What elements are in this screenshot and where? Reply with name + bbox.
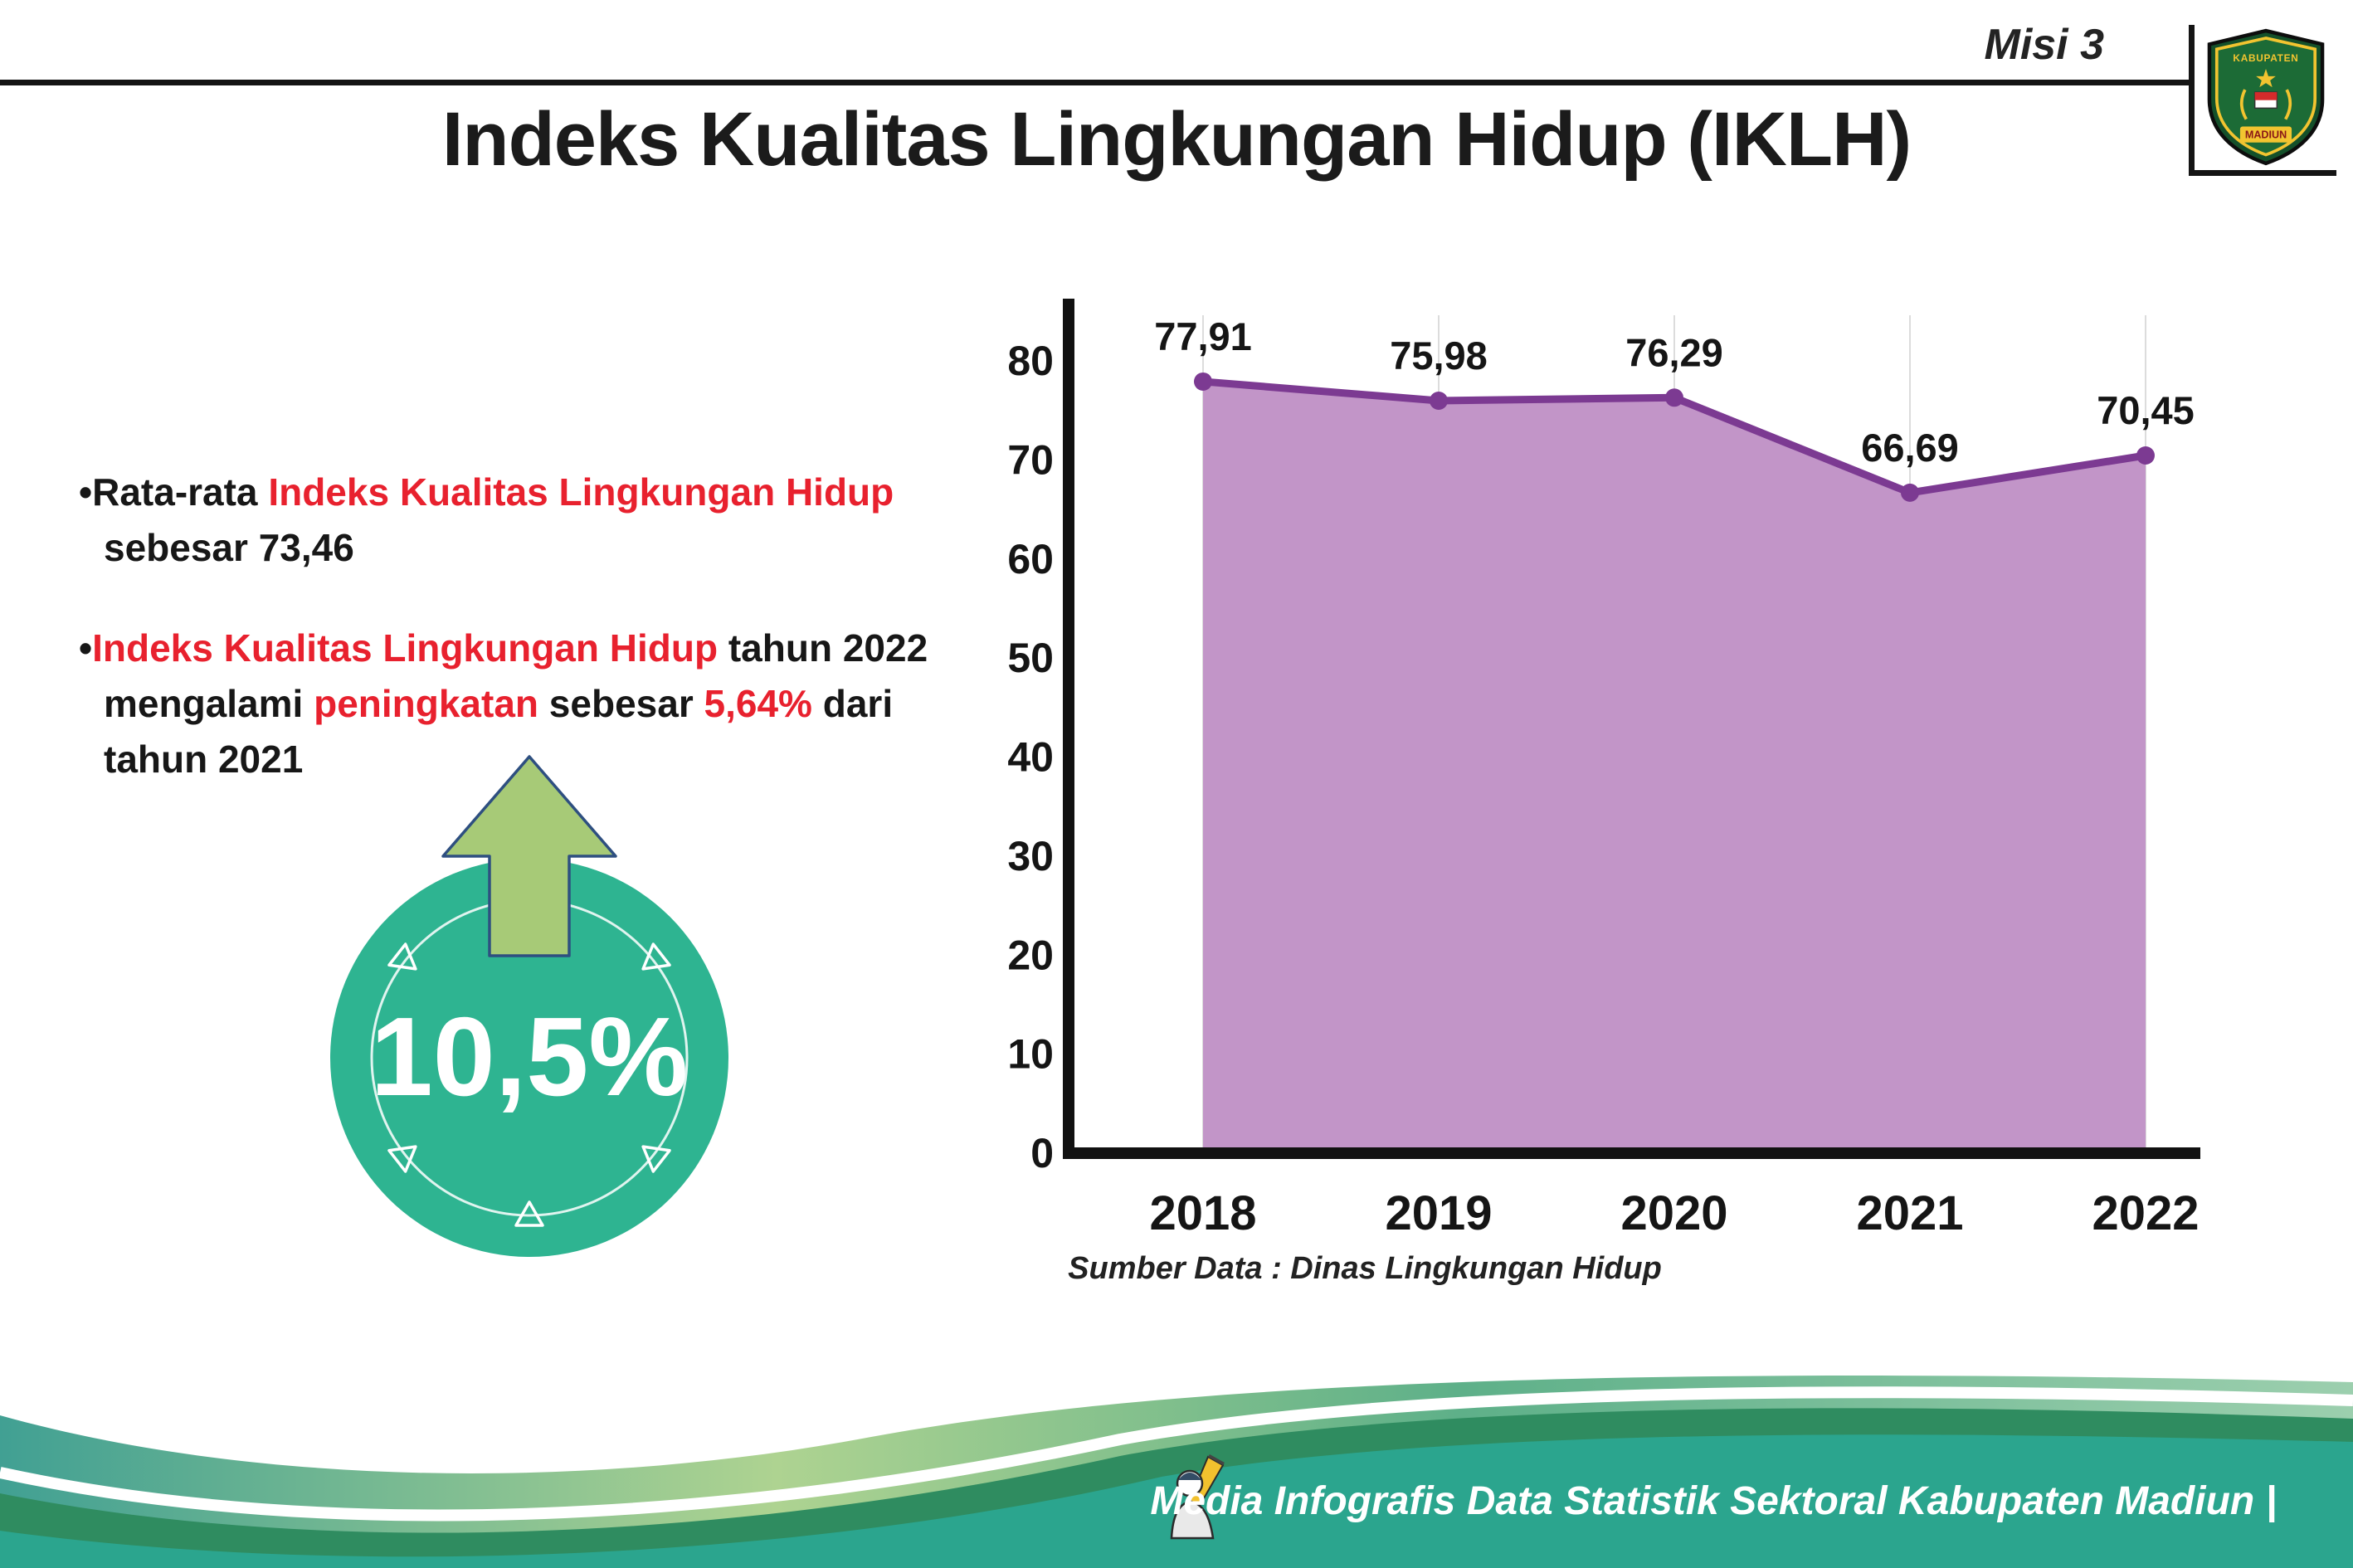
text-segment: dari tahun 2021 <box>104 682 894 781</box>
svg-text:40: 40 <box>1007 734 1054 781</box>
text-segment-highlight: peningkatan <box>314 682 539 726</box>
up-arrow-icon <box>441 755 617 957</box>
logo-star-icon <box>2255 68 2276 88</box>
svg-text:70: 70 <box>1007 436 1054 483</box>
mascot-icon <box>1170 1454 1225 1540</box>
bullet-marker: • <box>79 470 93 514</box>
svg-text:70,45: 70,45 <box>2097 388 2195 432</box>
text-segment-highlight: Indeks Kualitas Lingkungan Hidup <box>268 470 894 514</box>
bullet-average-iklh: •Rata-rata Indeks Kualitas Lingkungan Hi… <box>79 465 971 575</box>
logo-flag-red <box>2254 92 2277 100</box>
svg-text:2022: 2022 <box>2092 1186 2199 1240</box>
iklh-area-chart: 0 10 20 30 40 50 60 70 80 2018 2019 2020 2021 2022 77,… <box>1007 299 2200 1240</box>
page-title: Indeks Kualitas Lingkungan Hidup (IKLH) <box>441 97 1912 182</box>
text-segment-highlight: 5,64% <box>704 682 812 726</box>
svg-text:75,98: 75,98 <box>1390 334 1488 377</box>
svg-text:20: 20 <box>1007 932 1054 978</box>
key-points: •Rata-rata Indeks Kualitas Lingkungan Hi… <box>79 465 971 832</box>
text-segment: sebesar 73,46 <box>104 525 354 569</box>
footer-credit: Media Infografis Data Statistik Sektoral… <box>1150 1479 2277 1523</box>
svg-text:66,69: 66,69 <box>1861 426 1959 470</box>
wave-teal-band <box>0 1434 2353 1568</box>
svg-text:2020: 2020 <box>1620 1186 1727 1240</box>
text-segment-highlight: Indeks Kualitas Lingkungan Hidup <box>92 626 719 670</box>
footer-wave <box>0 1376 2353 1568</box>
wave-white-line <box>0 1386 2353 1522</box>
bullet-increase-2022: •Indeks Kualitas Lingkungan Hidup tahun … <box>79 621 971 786</box>
logo-frame: KABUPATEN MADIUN <box>2189 25 2336 176</box>
svg-text:77,91: 77,91 <box>1154 314 1252 358</box>
badge-tick-triangles <box>387 942 671 1227</box>
svg-text:0: 0 <box>1030 1130 1054 1176</box>
svg-text:50: 50 <box>1007 635 1054 681</box>
svg-text:30: 30 <box>1007 833 1054 879</box>
badge-circle <box>330 859 728 1257</box>
header-rule <box>0 80 2189 85</box>
logo-rice-right <box>2283 89 2292 120</box>
kabupaten-madiun-logo: KABUPATEN MADIUN <box>2207 28 2324 166</box>
logo-top-text: KABUPATEN <box>2233 52 2298 64</box>
text-segment: Rata-rata <box>92 470 269 514</box>
bullet-marker: • <box>79 626 93 670</box>
logo-bottom-text: MADIUN <box>2244 129 2286 141</box>
svg-text:2021: 2021 <box>1856 1186 1963 1240</box>
percentage-label: 10,5% <box>371 994 689 1119</box>
svg-text:76,29: 76,29 <box>1625 330 1723 374</box>
misi-label: Misi 3 <box>1984 21 2105 69</box>
svg-text:60: 60 <box>1007 536 1054 582</box>
svg-text:2018: 2018 <box>1149 1186 1256 1240</box>
text-segment: sebesar <box>538 682 704 726</box>
logo-banner <box>2239 126 2292 143</box>
logo-rice-left <box>2239 89 2248 120</box>
increase-badge: 10,5% <box>330 755 728 1257</box>
svg-text:10: 10 <box>1007 1031 1054 1078</box>
svg-text:2019: 2019 <box>1385 1186 1492 1240</box>
chart-source: Sumber Data : Dinas Lingkungan Hidup <box>1068 1251 1662 1286</box>
svg-text:80: 80 <box>1007 338 1054 384</box>
text-segment: tahun 2022 mengalami <box>104 626 928 726</box>
